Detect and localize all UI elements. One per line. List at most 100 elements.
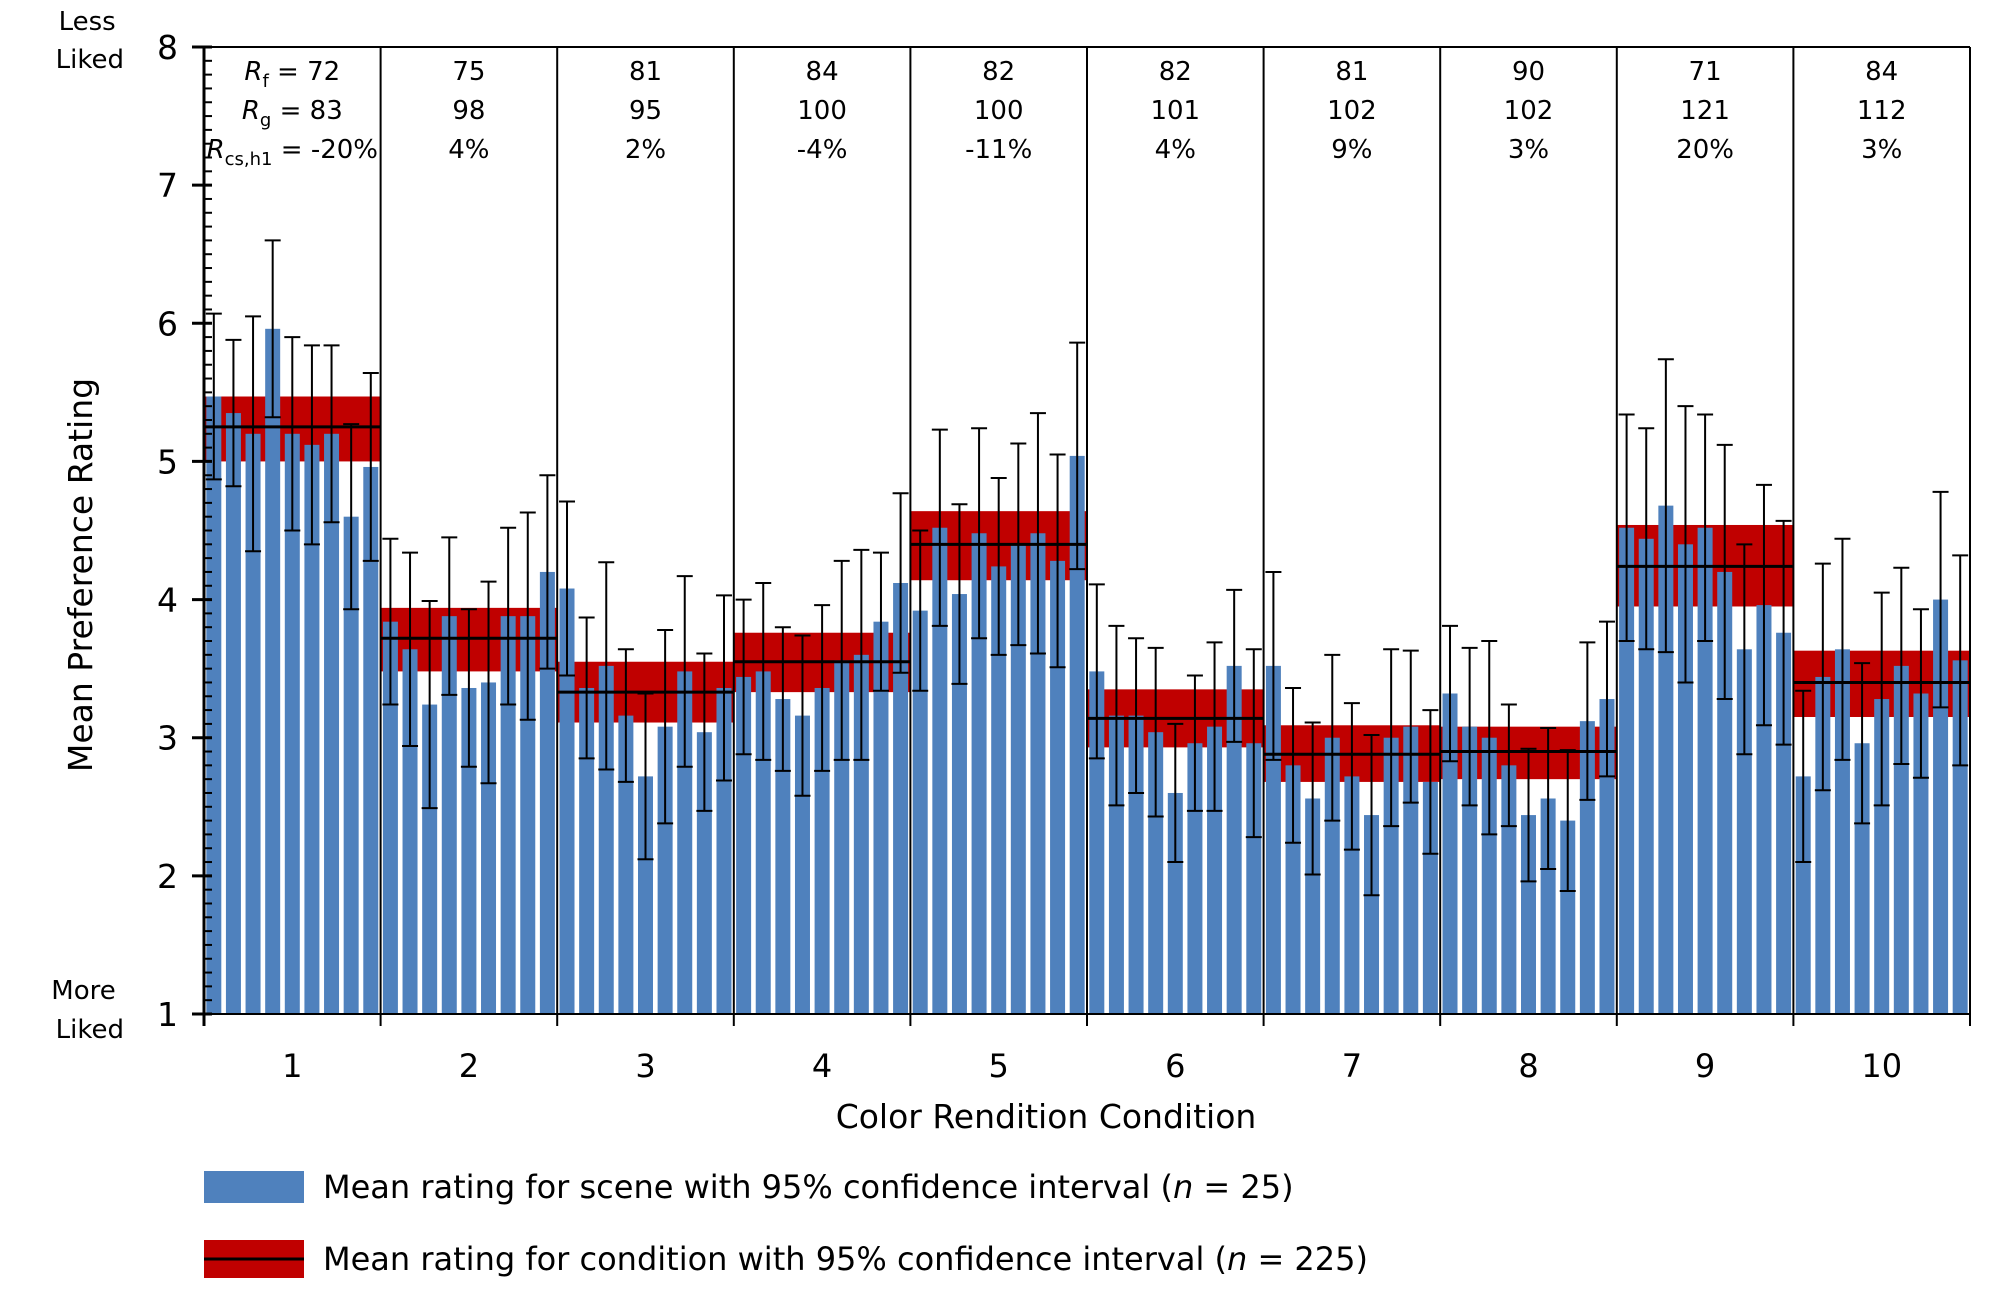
annotation-rg: 101 xyxy=(1150,96,1200,126)
scene-bar xyxy=(1619,527,1635,1014)
scene-bar xyxy=(1776,632,1792,1014)
annotation-rcs: -11% xyxy=(965,135,1032,165)
scene-bar xyxy=(1815,676,1831,1014)
scene-bar xyxy=(1069,455,1085,1015)
error-bars xyxy=(204,239,1970,897)
scene-bar xyxy=(893,582,909,1014)
scene-bar xyxy=(1403,726,1419,1014)
scene-bar xyxy=(1462,726,1478,1014)
scene-bar xyxy=(343,516,359,1014)
scene-bar xyxy=(1854,743,1870,1014)
annotation-rcs: 20% xyxy=(1676,135,1734,165)
scene-bar xyxy=(1913,693,1929,1014)
scene-bar xyxy=(1364,815,1380,1014)
y-tick-label: 6 xyxy=(157,304,178,343)
scene-bar xyxy=(853,654,869,1014)
scene-bar xyxy=(638,776,653,1014)
x-tick-label: 7 xyxy=(1342,1047,1362,1085)
scene-bar xyxy=(382,621,398,1014)
annotation-rg: 121 xyxy=(1680,96,1730,126)
scene-bar xyxy=(1658,505,1674,1014)
scene-bar xyxy=(834,660,850,1014)
scene-bar xyxy=(1579,721,1595,1014)
x-axis-title: Color Rendition Condition xyxy=(836,1097,1257,1136)
scene-bars xyxy=(206,328,1968,1015)
x-tick-label: 2 xyxy=(459,1047,479,1085)
annotation-rg: 100 xyxy=(974,96,1024,126)
annotation-rf: 81 xyxy=(629,57,662,87)
annotation-rcs: 2% xyxy=(625,135,666,165)
metric-subscript: g xyxy=(260,110,271,131)
scene-bar xyxy=(1108,715,1124,1014)
annotation-rcs: Rcs,h1 = -20% xyxy=(207,135,378,170)
scene-bar xyxy=(1893,665,1909,1014)
scene-bar xyxy=(284,433,300,1014)
scene-bar xyxy=(696,732,712,1014)
metric-symbol: R xyxy=(242,96,260,126)
scene-bar xyxy=(1305,798,1321,1014)
y-tick-label: 5 xyxy=(157,442,178,481)
x-tick-label: 5 xyxy=(989,1047,1009,1085)
annotation-rf: 90 xyxy=(1512,57,1545,87)
y-axis-title: Mean Preference Rating xyxy=(61,378,100,772)
scene-bar xyxy=(951,594,967,1014)
scene-bar xyxy=(1226,665,1242,1014)
scene-bar xyxy=(206,396,222,1014)
scene-bar xyxy=(559,588,575,1014)
scene-bar xyxy=(794,715,810,1014)
scene-bar xyxy=(1521,815,1536,1014)
scene-bar xyxy=(932,527,948,1014)
x-tick-label: 4 xyxy=(812,1047,832,1085)
scene-bar xyxy=(500,616,516,1014)
annotation-rg: 102 xyxy=(1327,96,1377,126)
scene-bar xyxy=(441,616,457,1014)
annotation-rcs: 3% xyxy=(1861,135,1902,165)
legend-label-scene: Mean rating for scene with 95% confidenc… xyxy=(323,1168,1294,1206)
scene-bar xyxy=(657,726,673,1014)
annotation-rf: Rf = 72 xyxy=(244,57,340,92)
scene-bar xyxy=(422,704,438,1014)
metric-symbol: R xyxy=(244,57,262,87)
x-tick-label: 10 xyxy=(1861,1047,1902,1085)
scene-bar xyxy=(1050,560,1066,1014)
metric-value: 72 xyxy=(307,57,340,87)
scene-bar xyxy=(1677,544,1693,1014)
scene-bar xyxy=(1422,781,1438,1014)
metric-equals: = xyxy=(269,57,307,87)
scene-bar xyxy=(1736,649,1752,1014)
scene-bar xyxy=(618,715,634,1014)
scene-bar xyxy=(873,621,889,1014)
y-tick-label: 3 xyxy=(157,719,178,758)
scene-bar xyxy=(1952,660,1968,1014)
scene-bar xyxy=(1481,737,1497,1014)
scene-bar xyxy=(1010,544,1026,1014)
x-tick-label: 9 xyxy=(1695,1047,1715,1085)
scene-bar xyxy=(324,433,340,1014)
annotation-rg: 102 xyxy=(1504,96,1554,126)
x-tick-label: 8 xyxy=(1518,1047,1538,1085)
x-tick-label: 3 xyxy=(635,1047,655,1085)
scene-bar xyxy=(520,616,536,1014)
annotation-rg: 112 xyxy=(1857,96,1907,126)
annotation-rf: 84 xyxy=(1865,57,1898,87)
annotation-rcs: 4% xyxy=(448,135,489,165)
annotation-rf: 71 xyxy=(1689,57,1722,87)
metric-symbol: R xyxy=(207,135,225,165)
scene-bar xyxy=(245,433,261,1014)
y-tick-label: 8 xyxy=(157,28,178,67)
scene-bar xyxy=(912,610,928,1014)
axes xyxy=(192,45,1971,1026)
scene-bar xyxy=(1207,726,1223,1014)
metric-equals: = xyxy=(273,135,311,165)
annotation-rg: 95 xyxy=(629,96,662,126)
scene-bar xyxy=(1383,737,1399,1014)
metric-subscript: cs,h1 xyxy=(225,149,273,170)
less-liked-note: Less Liked xyxy=(56,7,124,75)
y-tick-label: 7 xyxy=(157,166,178,205)
scene-bar xyxy=(304,444,320,1014)
scene-bar xyxy=(1795,776,1811,1014)
annotation-rcs: 3% xyxy=(1508,135,1549,165)
metric-value: -20% xyxy=(311,135,378,165)
y-tick-label: 2 xyxy=(157,857,178,896)
metric-value: 83 xyxy=(310,96,343,126)
